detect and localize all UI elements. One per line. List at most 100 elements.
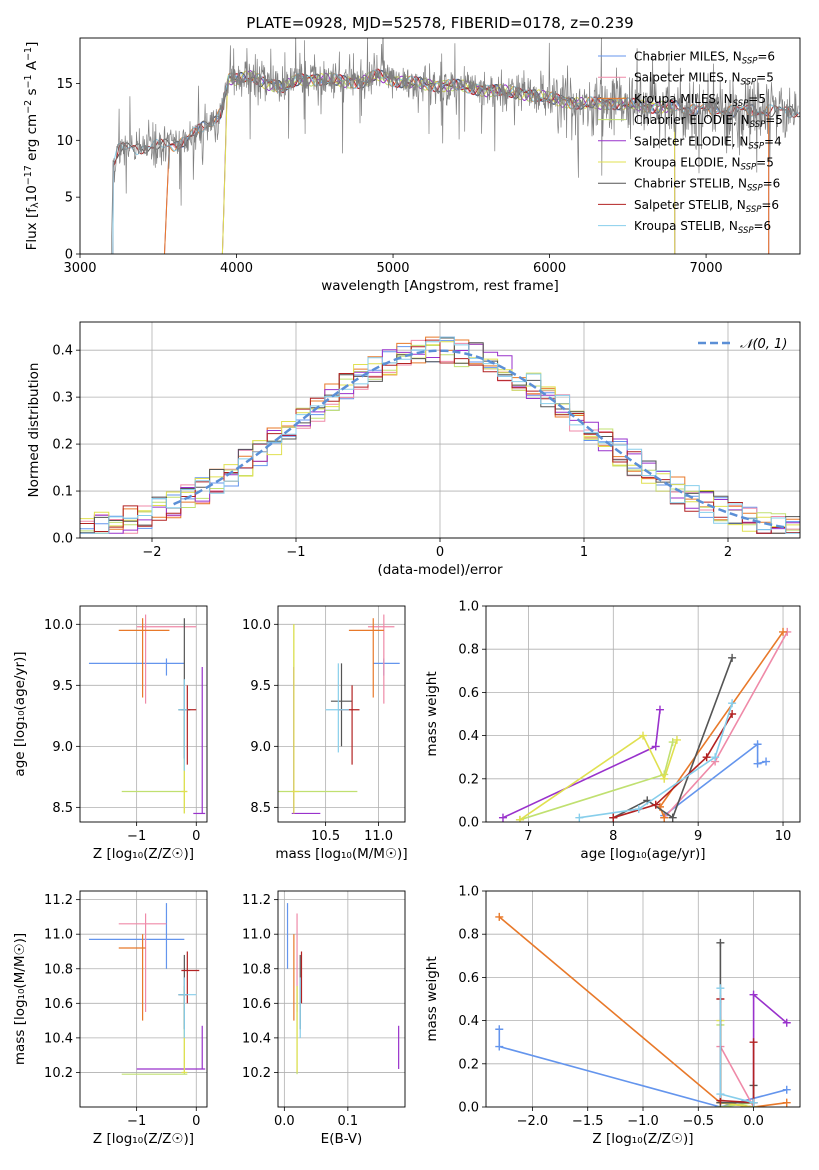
legend-entry: Chabrier STELIB, NSSP=6 — [634, 177, 780, 194]
errorbar-salpeter-miles — [367, 614, 395, 704]
x-tick-label: 7 — [524, 829, 532, 844]
x-tick-label: 11.0 — [364, 829, 393, 844]
y-tick-label: 11.2 — [242, 893, 271, 908]
weight-point — [728, 699, 737, 708]
errorbar-kroupa-elodie — [291, 624, 300, 814]
gaussian-curve — [173, 349, 785, 529]
x-tick-label: 10 — [775, 829, 792, 844]
weight-point — [495, 1025, 504, 1034]
weight-line — [519, 741, 674, 821]
axes-frame — [277, 890, 406, 1108]
legend-entry: Chabrier MILES, NSSP=6 — [634, 50, 775, 67]
weight-point — [668, 813, 677, 822]
axes-mass_vs_EBV: 0.0 0.1 10.2 10.4 10.6 10.8 11.0 11.2 — [242, 891, 405, 1129]
weight-point — [782, 1085, 791, 1094]
errorbar-kroupa-stelib — [178, 977, 197, 1038]
errorbar-chabrier-elodie — [278, 624, 358, 814]
weight-line — [612, 657, 733, 819]
weight-point — [655, 705, 664, 714]
y-tick-label: 9.5 — [250, 679, 271, 694]
x-tick-label: −2.0 — [517, 1114, 549, 1129]
legend-entry: Chabrier ELODIE, NSSP=5 — [634, 113, 783, 130]
y-tick-label: 10.2 — [242, 1066, 271, 1081]
y-tick-label: 11.2 — [44, 893, 73, 908]
axes-weight_vs_age: 7 8 9 10 0.0 0.2 0.4 0.6 0.8 1.0 — [458, 600, 800, 844]
weight-point — [762, 757, 771, 766]
x-tick-label: −1 — [286, 545, 305, 560]
errorbar-chabrier-miles — [373, 658, 400, 676]
y-tick-label: 0.2 — [458, 1057, 479, 1072]
x-tick-label: 3000 — [63, 261, 96, 276]
axes-frame — [79, 890, 208, 1108]
errorbar-chabrier-miles — [88, 658, 185, 676]
weight-series-kroupa-stelib — [575, 699, 737, 822]
y-tick-label: 0 — [65, 248, 73, 263]
weight-point — [634, 805, 643, 814]
figure-title: PLATE=0928, MJD=52578, FIBERID=0178, z=0… — [246, 14, 633, 32]
weight-point — [702, 753, 711, 762]
y-tick-label: 0.3 — [52, 391, 73, 406]
y-tick-label: 9.0 — [52, 740, 73, 755]
weight-point — [515, 815, 524, 822]
y-tick-label: 8.5 — [52, 801, 73, 816]
weight-line — [519, 734, 678, 821]
x-tick-label: −1 — [127, 1114, 146, 1129]
y-tick-label: 9.5 — [52, 679, 73, 694]
weight-point — [716, 938, 725, 947]
age_vs_Z-x-label: Z [log₁₀(Z/Z☉)] — [93, 846, 194, 862]
x-tick-label: −2 — [142, 545, 161, 560]
axes-spectrum: 3000 4000 5000 6000 7000 0 5 10 15 — [56, 77, 722, 276]
weight_vs_Z-y-label: mass weight — [424, 956, 440, 1041]
legend-entry: Salpeter STELIB, NSSP=6 — [634, 198, 779, 215]
weight-line — [502, 709, 661, 819]
x-tick-label: 0 — [436, 545, 444, 560]
x-tick-label: 0.0 — [743, 1114, 764, 1129]
x-tick-label: 7000 — [690, 261, 723, 276]
x-tick-label: 4000 — [220, 261, 253, 276]
weight-line — [719, 999, 755, 1104]
y-tick-label: 0.2 — [458, 772, 479, 787]
weight-series-kroupa-miles — [655, 627, 788, 822]
axes-frame — [485, 890, 801, 1108]
weight-series-chabrier-miles — [660, 740, 771, 820]
axes-age_vs_Z: −1 0 8.5 9.0 9.5 10.0 — [44, 606, 207, 844]
errorbar-chabrier-miles — [88, 903, 185, 969]
weight-point — [498, 813, 507, 822]
y-tick-label: 11.0 — [44, 928, 73, 943]
weight-series-salpeter-elodie — [498, 705, 664, 822]
weight-line — [659, 631, 784, 818]
weight-point — [779, 627, 788, 636]
spectrum-x-label: wavelength [Angstrom, rest frame] — [321, 278, 559, 294]
weight-point — [749, 1038, 758, 1047]
histogram-salpeter-stelib — [80, 339, 800, 534]
x-tick-label: 10.5 — [311, 829, 340, 844]
histogram-kroupa-stelib — [80, 336, 800, 534]
weight-point — [660, 774, 669, 783]
weight-point — [575, 813, 584, 822]
weight-series-chabrier-stelib — [609, 653, 737, 822]
x-tick-label: 2 — [724, 545, 732, 560]
y-tick-label: 0.1 — [52, 485, 73, 500]
errorbar-kroupa-stelib — [325, 663, 349, 753]
age_vs_mass-x-label: mass [log₁₀(M/M☉)] — [275, 846, 407, 862]
y-tick-label: 0.4 — [52, 344, 73, 359]
x-tick-label: 0.0 — [274, 1114, 295, 1129]
y-tick-label: 0.6 — [458, 686, 479, 701]
y-tick-label: 0.4 — [458, 729, 479, 744]
y-tick-label: 0.0 — [458, 816, 479, 831]
errorbar-chabrier-elodie — [121, 740, 188, 814]
y-tick-label: 9.0 — [250, 740, 271, 755]
y-tick-label: 10.6 — [242, 997, 271, 1012]
errorbar-kroupa-stelib — [178, 679, 188, 771]
weight-line — [719, 988, 754, 1104]
axes-frame — [79, 37, 801, 255]
observed-spectrum — [110, 38, 799, 254]
weight-line — [752, 992, 788, 1103]
weight-line — [663, 742, 767, 817]
y-tick-label: 10 — [56, 134, 73, 149]
y-tick-label: 1.0 — [458, 885, 479, 900]
weight-point — [651, 742, 660, 751]
errorbar-kroupa-miles — [118, 618, 170, 698]
weight-line — [719, 942, 755, 1104]
y-tick-label: 1.0 — [458, 600, 479, 615]
